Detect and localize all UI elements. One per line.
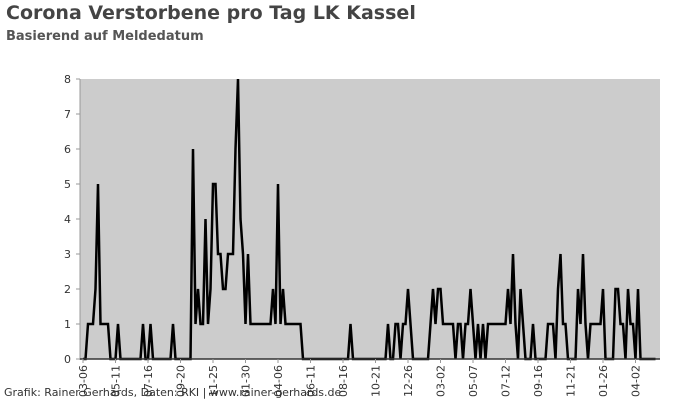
x-tick-label: 03-02 [435, 365, 448, 397]
x-tick-label: 01-30 [240, 365, 253, 397]
x-tick-label: 05-07 [467, 365, 480, 397]
source-note: Grafik: Rainer Gerhards, Daten: RKI | ww… [4, 386, 342, 399]
plot-area [80, 79, 660, 359]
x-tick-label: 09-16 [532, 365, 545, 397]
x-tick-label: 12-26 [402, 365, 415, 397]
x-tick-label: 03-06 [77, 365, 90, 397]
y-tick-label: 6 [64, 143, 71, 156]
y-tick-label: 1 [64, 318, 71, 331]
y-tick-label: 2 [64, 283, 71, 296]
y-tick-label: 5 [64, 178, 71, 191]
x-tick-label: 09-20 [175, 365, 188, 397]
x-tick-label: 04-02 [630, 365, 643, 397]
x-tick-label: 11-25 [207, 365, 220, 397]
x-tick-label: 04-06 [272, 365, 285, 397]
x-tick-label: 10-21 [370, 365, 383, 397]
y-tick-label: 0 [64, 353, 71, 366]
y-tick-label: 3 [64, 248, 71, 261]
chart-subtitle: Basierend auf Meldedatum [6, 29, 204, 44]
x-tick-label: 06-11 [305, 365, 318, 397]
y-tick-label: 8 [64, 73, 71, 86]
y-tick-label: 7 [64, 108, 71, 121]
x-tick-label: 07-12 [500, 365, 513, 397]
x-tick-label: 01-26 [597, 365, 610, 397]
y-tick-label: 4 [64, 213, 71, 226]
x-tick-label: 11-21 [565, 365, 578, 397]
x-tick-label: 05-11 [110, 365, 123, 397]
x-tick-label: 08-16 [337, 365, 350, 397]
chart-title: Corona Verstorbene pro Tag LK Kassel [6, 2, 416, 24]
x-tick-label: 07-16 [142, 365, 155, 397]
